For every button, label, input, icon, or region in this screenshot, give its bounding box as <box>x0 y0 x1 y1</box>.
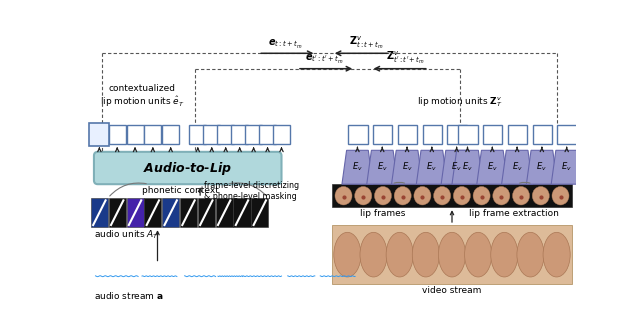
Text: $\mathbf{Z}^{v}_{t':t'+t_m}$: $\mathbf{Z}^{v}_{t':t'+t_m}$ <box>386 50 425 66</box>
Ellipse shape <box>517 232 544 277</box>
Text: $\mathbf{Z}^{v}_{t:t+t_m}$: $\mathbf{Z}^{v}_{t:t+t_m}$ <box>349 34 384 51</box>
Polygon shape <box>342 150 373 184</box>
Bar <box>508 125 527 144</box>
Ellipse shape <box>438 232 465 277</box>
Bar <box>557 125 577 144</box>
Bar <box>127 125 143 144</box>
Text: $\boldsymbol{e}_{t:t+t_m}$: $\boldsymbol{e}_{t:t+t_m}$ <box>268 38 303 51</box>
Bar <box>198 198 215 227</box>
Text: contextualized
lip motion units $\hat{e}_T$: contextualized lip motion units $\hat{e}… <box>100 84 184 110</box>
Bar <box>373 125 392 144</box>
Ellipse shape <box>360 232 387 277</box>
Bar <box>189 125 206 144</box>
Bar <box>180 198 197 227</box>
Bar <box>162 198 179 227</box>
Text: $\boldsymbol{e}_{t':t'+t_m}$: $\boldsymbol{e}_{t':t'+t_m}$ <box>305 53 344 66</box>
Ellipse shape <box>493 187 510 205</box>
Polygon shape <box>417 150 447 184</box>
Bar <box>332 225 572 284</box>
Polygon shape <box>502 150 532 184</box>
Bar <box>422 125 442 144</box>
Bar <box>216 198 233 227</box>
Ellipse shape <box>374 187 392 205</box>
Bar <box>397 125 417 144</box>
Bar <box>90 123 109 146</box>
Text: video stream: video stream <box>422 286 482 295</box>
Bar <box>447 125 467 144</box>
Ellipse shape <box>434 187 451 205</box>
Bar <box>204 125 220 144</box>
Text: lip frames: lip frames <box>360 209 405 218</box>
Text: $E_v$: $E_v$ <box>377 161 388 174</box>
Polygon shape <box>527 150 557 184</box>
Text: $E_v$: $E_v$ <box>451 161 462 174</box>
Ellipse shape <box>465 232 492 277</box>
Bar <box>162 125 179 144</box>
Bar <box>145 198 161 227</box>
Bar <box>231 125 248 144</box>
Text: $E_v$: $E_v$ <box>426 161 437 174</box>
Ellipse shape <box>355 187 372 205</box>
Bar <box>217 125 234 144</box>
Ellipse shape <box>412 232 440 277</box>
Bar <box>348 125 367 144</box>
Text: $E_v$: $E_v$ <box>462 161 473 174</box>
Ellipse shape <box>543 232 570 277</box>
Bar <box>483 125 502 144</box>
Text: $E_v$: $E_v$ <box>402 161 412 174</box>
Ellipse shape <box>394 187 412 205</box>
Bar <box>252 198 268 227</box>
Bar <box>127 198 143 227</box>
Text: frame-level discretizing
& phone-level masking: frame-level discretizing & phone-level m… <box>204 182 299 201</box>
Ellipse shape <box>334 232 361 277</box>
Bar <box>273 125 290 144</box>
Polygon shape <box>551 150 582 184</box>
Bar <box>109 125 125 144</box>
Text: $E_v$: $E_v$ <box>352 161 363 174</box>
Text: phonetic context: phonetic context <box>142 186 219 195</box>
Ellipse shape <box>552 187 569 205</box>
Text: audio stream $\mathbf{a}$: audio stream $\mathbf{a}$ <box>94 290 164 302</box>
Polygon shape <box>367 150 397 184</box>
Ellipse shape <box>414 187 431 205</box>
Bar <box>245 125 262 144</box>
Polygon shape <box>477 150 508 184</box>
Bar <box>259 125 276 144</box>
Bar <box>109 198 125 227</box>
Text: $E_v$: $E_v$ <box>487 161 498 174</box>
Bar <box>234 198 250 227</box>
Text: lip frame extraction: lip frame extraction <box>469 209 559 218</box>
Text: $E_v$: $E_v$ <box>512 161 522 174</box>
Bar <box>532 125 552 144</box>
Polygon shape <box>392 150 422 184</box>
Bar <box>145 125 161 144</box>
Polygon shape <box>452 150 483 184</box>
Text: audio units $A_T$: audio units $A_T$ <box>94 229 159 241</box>
Text: $E_v$: $E_v$ <box>536 161 547 174</box>
Ellipse shape <box>491 232 518 277</box>
Bar <box>91 198 108 227</box>
FancyBboxPatch shape <box>94 152 282 184</box>
Ellipse shape <box>513 187 529 205</box>
Text: lip motion units $\mathbf{Z}_T^v$: lip motion units $\mathbf{Z}_T^v$ <box>417 96 502 110</box>
Bar <box>332 184 572 207</box>
Ellipse shape <box>453 187 470 205</box>
Ellipse shape <box>473 187 490 205</box>
Text: $E_v$: $E_v$ <box>561 161 572 174</box>
Text: $\bfit{Audio}$-$\bfit{to}$-$\bfit{Lip}$: $\bfit{Audio}$-$\bfit{to}$-$\bfit{Lip}$ <box>143 159 232 177</box>
Ellipse shape <box>335 187 352 205</box>
Ellipse shape <box>532 187 549 205</box>
Bar <box>458 125 477 144</box>
Bar <box>91 125 108 144</box>
Ellipse shape <box>386 232 413 277</box>
Polygon shape <box>441 150 472 184</box>
